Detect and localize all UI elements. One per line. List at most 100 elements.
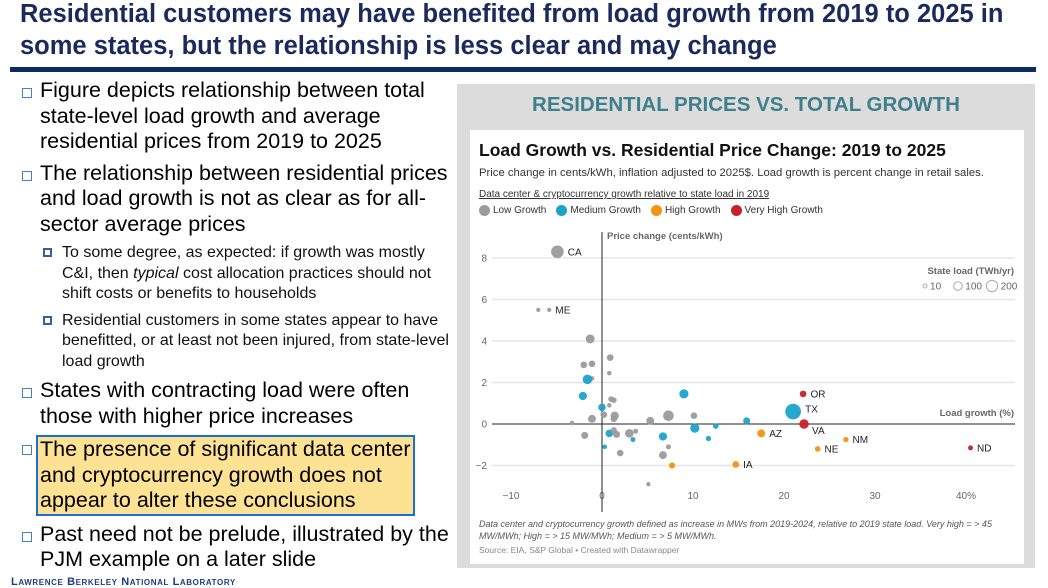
data-point [743,417,751,425]
scatter-plot: −202468−10010203040%CAMEIAAZTXORVANENMND… [476,231,1018,512]
size-legend-label: 200 [1001,282,1018,293]
data-point [814,446,821,452]
x-tick-label: −10 [503,491,520,502]
y-tick-label: −2 [476,461,488,472]
size-legend-circle [953,281,963,291]
legend-item-high: High Growth [650,205,721,216]
data-point [536,307,541,313]
sub-bullet: Residential customers in some states app… [20,311,460,373]
bullet: The relationship between residential pri… [20,161,460,238]
y-axis-title: Price change (cents/kWh) [607,231,723,242]
legend-title: Data center & cryptocurrency growth rela… [479,189,770,200]
point-label: VA [812,426,825,437]
chart-panel: RESIDENTIAL PRICES VS. TOTAL GROWTH Load… [457,84,1035,568]
size-legend-label: 10 [930,282,942,293]
legend-swatch [479,205,490,216]
emphasis-text: typical [133,264,179,282]
bullet-highlighted[interactable]: The presence of significant data center a… [20,435,460,516]
x-tick-label: 20 [778,491,790,502]
data-point [705,435,712,442]
highlight-line: and cryptocurrency growth does not [40,462,382,487]
data-point [606,354,614,361]
legend-item-medium: Medium Growth [556,205,641,216]
data-point [968,445,974,451]
point-label: CA [568,247,582,258]
data-point [799,419,809,429]
point-label: OR [810,389,825,400]
bullet: Past need not be prelude, illustrated by… [20,522,460,573]
data-point [659,451,667,460]
chart-card: Load Growth vs. Residential Price Change… [470,130,1024,564]
data-point [611,397,617,403]
data-point [578,391,588,401]
point-label: NE [824,444,838,455]
legend-swatch [556,205,568,216]
data-point [757,429,766,438]
data-point [547,307,552,313]
y-tick-label: 8 [481,254,487,265]
data-point [551,245,564,259]
data-point [613,430,621,438]
data-point [616,449,624,457]
sub-bullet-text: To some degree, as expected: if growth w… [62,244,425,282]
bullet: Figure depicts relationship between tota… [20,78,460,155]
y-tick-label: 0 [481,420,487,431]
square-bullet-icon [43,248,52,257]
bullet-list: Figure depicts relationship between tota… [20,78,460,579]
data-point [668,462,676,469]
legend-swatch [650,205,662,216]
point-label: ME [555,305,570,316]
bullet-text: Figure depicts relationship between tota… [40,78,425,153]
bullet-text: Past need not be prelude, illustrated by… [40,521,449,572]
data-point [799,390,807,398]
data-point [679,389,689,399]
legend-item-very-high: Very High Growth [730,205,823,216]
size-legend-circle [922,283,928,289]
data-point [785,403,801,420]
sub-bullet-text: cost allocation practices should not shi… [62,264,432,303]
data-point [588,414,596,423]
data-point [588,360,596,368]
legend-label: Very High Growth [744,205,823,216]
color-legend: Low Growth Medium Growth High Growth Ver… [479,205,823,216]
y-tick-label: 6 [481,295,487,306]
bullet-text: States with contracting load were often … [40,378,410,428]
chart-source: Source: EIA, S&P Global • Created with D… [479,545,680,555]
point-label: IA [743,460,753,471]
y-tick-label: 2 [481,378,487,389]
highlighted-text-selection[interactable]: The presence of significant data center a… [36,435,415,516]
data-point [569,420,575,426]
legend-label: High Growth [664,205,721,216]
square-bullet-icon [22,88,32,98]
x-axis-title: Load growth (%) [940,408,1014,419]
data-point [585,334,595,344]
data-point [712,423,719,429]
data-point [658,432,668,441]
square-bullet-icon [22,445,32,455]
data-point [600,411,608,418]
title-divider [10,67,1036,72]
point-label: NM [853,435,869,446]
square-bullet-icon [22,388,32,398]
legend-label: Medium Growth [570,205,641,216]
data-point [630,437,636,443]
chart-note: Data center and cryptocurrency growth de… [479,519,992,541]
square-bullet-icon [43,315,52,325]
size-legend-label: 100 [965,282,982,293]
point-label: AZ [769,429,782,440]
data-point [581,431,589,439]
x-tick-label: 10 [687,491,699,502]
chart-title: Load Growth vs. Residential Price Change… [479,140,946,160]
data-point [625,429,634,438]
data-point [690,423,700,433]
size-legend-circle [985,279,999,293]
data-point [663,410,674,422]
data-point [843,436,849,443]
x-tick-label: 40% [956,491,976,502]
data-point [607,370,612,376]
size-legend-title: State load (TWh/yr) [927,266,1014,277]
square-bullet-icon [22,170,32,181]
data-point [732,461,740,468]
highlight-line: The presence of significant data center [40,437,411,461]
bullet-text: The relationship between residential pri… [40,160,448,236]
